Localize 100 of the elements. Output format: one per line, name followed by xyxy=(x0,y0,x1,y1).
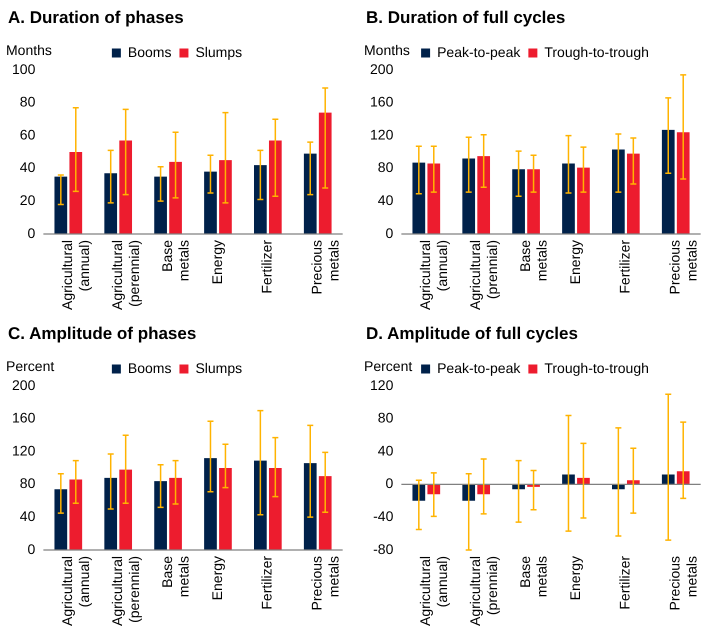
bar xyxy=(104,478,118,550)
x-tick-label: Agricultural (perennial) xyxy=(109,556,142,626)
x-tick-label: Fertilizer xyxy=(616,240,633,294)
x-tick-label: Agricultural (annual) xyxy=(417,240,450,310)
legend-label: Slumps xyxy=(195,44,242,60)
y-tick-label: 60 xyxy=(20,126,36,142)
legend-label: Peak-to-peak xyxy=(437,360,522,376)
bar xyxy=(254,460,267,550)
chart-title: A. Duration of phases xyxy=(8,8,184,28)
y-tick-label: 80 xyxy=(378,159,394,176)
bar xyxy=(427,163,440,234)
y-tick-label: 160 xyxy=(12,410,36,426)
bar xyxy=(577,168,590,234)
x-tick-label: Base metals xyxy=(516,240,550,282)
bar xyxy=(662,130,675,234)
bar xyxy=(527,169,540,234)
y-tick-label: -40 xyxy=(373,508,394,524)
bar xyxy=(318,112,332,234)
x-tick-label: Energy xyxy=(566,240,583,284)
y-tick-label: 120 xyxy=(370,376,394,393)
bar xyxy=(204,172,217,234)
bar xyxy=(69,152,82,234)
y-tick-label: 80 xyxy=(378,410,394,426)
y-tick-label: 120 xyxy=(370,126,394,142)
bar xyxy=(412,162,426,234)
bar xyxy=(612,150,625,234)
y-tick-label: 0 xyxy=(386,475,394,492)
bar xyxy=(54,176,68,234)
bar xyxy=(204,458,217,550)
y-tick-label: 40 xyxy=(378,192,394,208)
y-tick-label: 160 xyxy=(370,94,394,110)
x-tick-label: Fertilizer xyxy=(258,240,275,294)
bar xyxy=(304,463,317,550)
y-tick-label: 20 xyxy=(20,192,36,208)
x-tick-label: Fertilizer xyxy=(616,556,633,610)
y-tick-label: 200 xyxy=(370,60,394,77)
legend-label: Booms xyxy=(128,360,172,376)
bar xyxy=(477,156,490,234)
x-tick-label: Agricultural (perennial) xyxy=(109,240,142,310)
x-tick-label: Precious metals xyxy=(308,240,342,294)
x-tick-label: Agricultural (annual) xyxy=(59,240,92,310)
x-tick-label: Energy xyxy=(208,556,225,600)
bar xyxy=(268,140,282,234)
y-tick-label: 200 xyxy=(12,376,36,393)
x-tick-label: Base metals xyxy=(516,556,550,598)
x-tick-label: Fertilizer xyxy=(258,556,275,610)
y-tick-label: 0 xyxy=(28,224,36,241)
y-tick-label: 40 xyxy=(20,159,36,176)
y-tick-label: 0 xyxy=(386,224,394,241)
x-tick-label: Energy xyxy=(208,240,225,284)
bar xyxy=(462,158,476,234)
legend-label: Trough-to-trough xyxy=(544,360,649,376)
x-tick-label: Agricultural (annual) xyxy=(417,556,450,626)
y-axis-title: Months xyxy=(6,42,52,58)
y-axis-title: Months xyxy=(364,42,410,58)
y-tick-label: 120 xyxy=(12,442,36,458)
x-tick-label: Precious metals xyxy=(308,556,342,610)
y-tick-label: 40 xyxy=(378,442,394,458)
x-tick-label: Base metals xyxy=(158,240,192,282)
bar xyxy=(676,132,690,234)
legend-label: Peak-to-peak xyxy=(437,44,522,60)
x-tick-label: Agricultural (annual) xyxy=(59,556,92,626)
y-axis-title: Percent xyxy=(6,358,54,374)
bar xyxy=(169,478,182,550)
y-tick-label: 80 xyxy=(20,94,36,110)
chart-title: C. Amplitude of phases xyxy=(8,324,196,344)
x-tick-label: Precious metals xyxy=(666,556,700,610)
bar xyxy=(119,140,132,234)
bar xyxy=(268,468,282,550)
y-tick-label: -80 xyxy=(373,540,394,557)
bar xyxy=(54,489,68,550)
bar xyxy=(562,163,575,234)
chart-title: D. Amplitude of full cycles xyxy=(366,324,578,344)
y-axis-title: Percent xyxy=(364,358,412,374)
y-tick-label: 0 xyxy=(28,540,36,557)
chart-title: B. Duration of full cycles xyxy=(366,8,566,28)
bar xyxy=(169,162,182,234)
x-tick-label: Base metals xyxy=(158,556,192,598)
bar xyxy=(304,154,317,234)
x-tick-label: Energy xyxy=(566,556,583,600)
y-tick-label: 100 xyxy=(12,60,36,77)
bar xyxy=(626,154,640,234)
bar xyxy=(69,479,82,550)
legend-label: Trough-to-trough xyxy=(544,44,649,60)
bar xyxy=(119,470,132,550)
bar xyxy=(318,476,332,550)
y-tick-label: 40 xyxy=(20,508,36,524)
bar xyxy=(219,160,232,234)
bar xyxy=(512,169,525,234)
bar xyxy=(254,165,267,234)
bar xyxy=(104,173,118,234)
legend-label: Booms xyxy=(128,44,172,60)
x-tick-label: Agricultural (prennial) xyxy=(467,556,500,626)
y-tick-label: 80 xyxy=(20,475,36,492)
bar xyxy=(154,481,167,550)
legend-label: Slumps xyxy=(195,360,242,376)
x-tick-label: Precious metals xyxy=(666,240,700,294)
bar xyxy=(219,468,232,550)
x-tick-label: Agricultural (prennial) xyxy=(467,240,500,310)
bar xyxy=(154,176,167,234)
